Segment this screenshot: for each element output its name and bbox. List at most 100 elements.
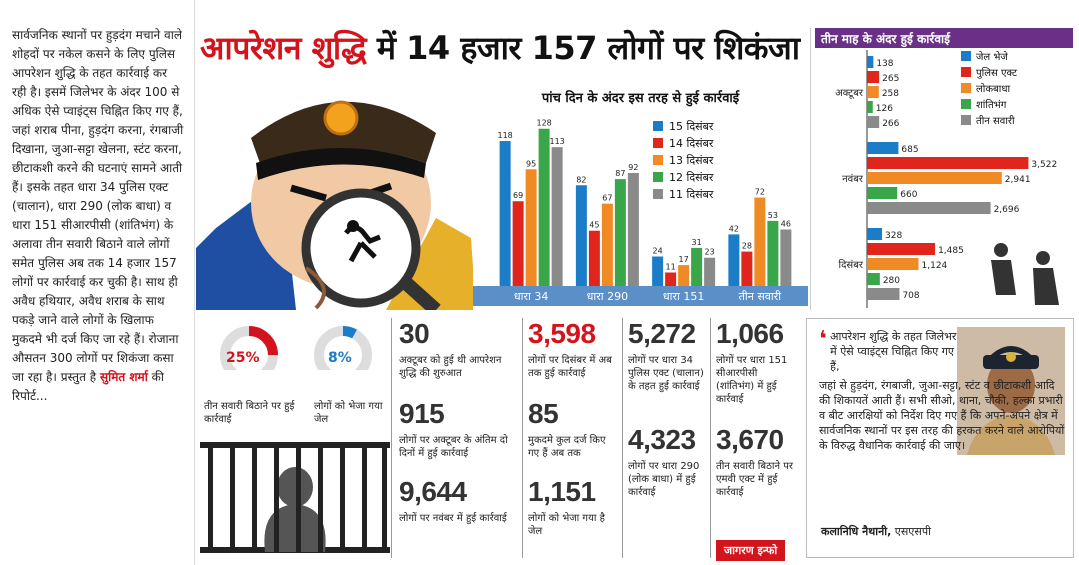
bar	[867, 101, 873, 113]
bar	[499, 141, 511, 286]
percent-1-label: तीन सवारी बिठाने पर हुई कार्रवाई	[204, 401, 295, 425]
five-day-chart: पांच दिन के अंदर इस तरह से हुई कार्रवाई …	[473, 84, 808, 310]
legend-label: 12 दिसंबर	[669, 171, 714, 184]
bar-value-label: 2,941	[1005, 175, 1031, 185]
bar	[867, 187, 898, 199]
quote-body: जहां से हुड़दंग, रंगबाजी, जुआ-सट्टा, स्ट…	[819, 379, 1065, 452]
legend-swatch	[961, 99, 971, 109]
bar-value-label: 31	[692, 238, 702, 247]
stat-number: 3,598	[528, 318, 596, 349]
bar-value-label: 1,485	[938, 246, 964, 256]
bar-value-label: 708	[902, 291, 919, 301]
bar-value-label: 258	[882, 89, 899, 99]
legend-swatch	[653, 189, 663, 199]
stat-text: लोगों पर अक्टूबर के अंतिम दो दिनों में ह…	[399, 435, 508, 459]
legend-swatch	[653, 138, 663, 148]
arrest-figure-head	[994, 243, 1008, 257]
bar	[867, 56, 874, 68]
three-month-chart: तीन माह के अंदर हुई कार्रवाई अक्टूबर 138 2…	[810, 28, 1074, 310]
bar	[627, 172, 639, 286]
legend-swatch	[961, 83, 971, 93]
legend-swatch	[653, 155, 663, 165]
bar-value-label: 11	[666, 262, 676, 271]
bar	[867, 157, 1029, 169]
bar	[525, 169, 537, 286]
stat-text: लोगों को भेजा गया है जेल	[528, 513, 605, 537]
bar-value-label: 28	[742, 242, 752, 251]
bar	[867, 228, 883, 240]
legend-swatch	[653, 121, 663, 131]
bar-value-label: 685	[901, 145, 918, 155]
bar	[678, 265, 690, 286]
bar-value-label: 280	[883, 276, 900, 286]
intro-tail: की रिपोर्ट...	[12, 370, 164, 403]
bar	[588, 230, 600, 286]
legend-label: 14 दिसंबर	[669, 137, 714, 150]
y-tick-label: नवंबर	[842, 173, 864, 185]
bar	[867, 258, 919, 270]
officer-photo	[957, 327, 1065, 455]
bar	[867, 116, 880, 128]
gauge-2-arc	[342, 326, 357, 339]
bar	[780, 229, 792, 286]
x-tick-label: धारा 151	[663, 290, 704, 303]
bar	[867, 273, 880, 285]
bar-value-label: 23	[705, 248, 715, 257]
officer-avatar-icon	[957, 327, 1065, 455]
legend-label: शांतिभंग	[976, 99, 1007, 111]
bar-value-label: 87	[615, 169, 625, 178]
x-tick-label: तीन सवारी	[739, 290, 782, 303]
legend-label: 15 दिसंबर	[669, 120, 714, 133]
bar	[867, 172, 1002, 184]
stat-number: 85	[528, 398, 559, 429]
bar	[867, 202, 991, 214]
bar	[867, 71, 880, 83]
bar-value-label: 328	[885, 231, 902, 241]
bar	[691, 247, 703, 286]
bar-value-label: 113	[549, 137, 564, 146]
police-magnifier-icon	[196, 78, 476, 310]
stat-text: अक्टूबर को हुई थी आपरेशन शुद्धि की शुरुआ…	[399, 355, 502, 379]
bar-value-label: 17	[679, 255, 689, 264]
percent-gauge-2	[314, 326, 372, 370]
bar-value-label: 3,522	[1031, 160, 1057, 170]
intro-body: सार्वजनिक स्थानों पर हुड़दंग मचाने वाले …	[12, 28, 184, 384]
y-tick-label: दिसंबर	[839, 259, 864, 271]
gauge-1-arc	[248, 326, 278, 356]
stats-section: 25% तीन सवारी बिठाने पर हुई कार्रवाई 8% …	[196, 312, 801, 565]
percent-2: 8%	[328, 350, 352, 366]
quote-lead: आपरेशन शुद्धि के तहत जिलेभर में ऐसे प्वा…	[830, 330, 957, 373]
bar	[665, 272, 677, 286]
stat-number: 1,066	[716, 318, 784, 349]
x-tick-label: धारा 34	[514, 290, 548, 303]
bar	[704, 257, 716, 286]
bar-value-label: 2,696	[994, 205, 1020, 215]
stat-number: 4,323	[628, 424, 696, 455]
legend-swatch	[961, 115, 971, 125]
bar	[575, 185, 587, 286]
divider	[391, 318, 392, 558]
bar-value-label: 138	[876, 59, 893, 69]
stat-text: लोगों पर दिसंबर में अब तक हुई कार्रवाई	[528, 355, 612, 379]
x-tick-label: धारा 290	[587, 290, 628, 303]
stat-number: 30	[399, 318, 430, 349]
x-axis-band	[473, 286, 808, 306]
bar	[728, 234, 740, 286]
author-role: एसएसपी	[894, 525, 931, 538]
percent-gauge-1	[220, 326, 278, 370]
headline: आपरेशन शुद्धि में 14 हजार 157 लोगों पर श…	[200, 26, 810, 76]
headline-red: आपरेशन शुद्धि	[200, 29, 367, 67]
divider	[710, 318, 711, 558]
stat-text: लोगों पर धारा 34 पुलिस एक्ट (चालान) के त…	[628, 355, 704, 392]
bar-value-label: 24	[653, 247, 663, 256]
bar-value-label: 265	[882, 74, 899, 84]
stat-number: 915	[399, 398, 445, 429]
legend-swatch	[961, 67, 971, 77]
legend-label: तीन सवारी	[976, 115, 1015, 127]
stat-number: 1,151	[528, 476, 596, 507]
percent-2-label: लोगों को भेजा गया जेल	[314, 401, 383, 425]
bar	[614, 179, 626, 286]
bar	[767, 220, 779, 286]
